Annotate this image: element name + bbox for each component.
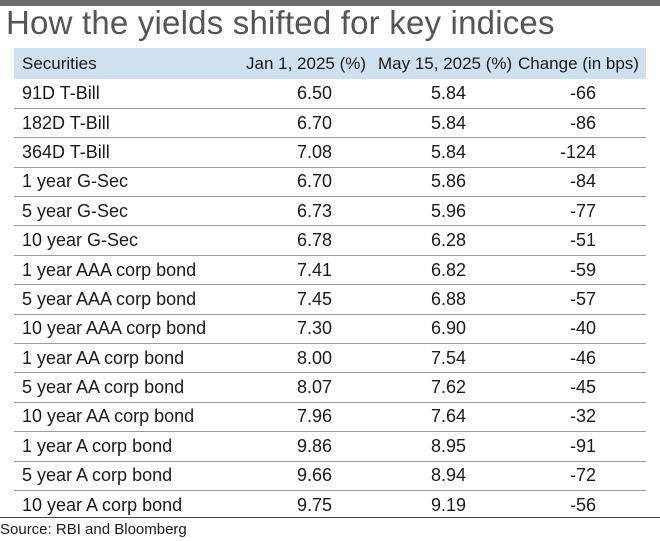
cell-jan-yield: 7.96 [296,406,332,427]
cell-may-yield: 5.96 [430,200,466,221]
table-row: 1 year A corp bond 9.86 8.95 -91 [14,431,646,461]
table-row: 182D T-Bill 6.70 5.84 -86 [14,108,646,137]
cell-change-bps: -124 [559,141,596,162]
table-row: 5 year AA corp bond 8.07 7.62 -45 [14,372,646,402]
cell-change-bps: -32 [569,406,596,427]
cell-security: 1 year AAA corp bond [22,259,197,280]
cell-security: 5 year AAA corp bond [22,288,197,309]
cell-jan-yield: 7.08 [296,141,332,162]
cell-jan-yield: 6.73 [296,200,332,221]
cell-may-yield: 5.84 [430,141,466,162]
cell-may-yield: 6.28 [430,230,466,251]
cell-change-bps: -59 [569,259,596,280]
cell-security: 182D T-Bill [22,112,110,133]
cell-security: 1 year A corp bond [22,435,173,456]
cell-jan-yield: 6.70 [296,112,332,133]
cell-may-yield: 7.64 [430,406,466,427]
cell-change-bps: -45 [569,377,596,398]
cell-may-yield: 6.82 [430,259,466,280]
cell-security: 364D T-Bill [22,141,110,162]
cell-security: 91D T-Bill [22,82,100,103]
cell-change-bps: -51 [569,230,596,251]
page-title: How the yields shifted for key indices [6,4,555,41]
cell-jan-yield: 6.50 [296,82,332,103]
table-row: 364D T-Bill 7.08 5.84 -124 [14,137,646,167]
table-row: 10 year A corp bond 9.75 9.19 -56 [14,490,646,519]
cell-security: 1 year AA corp bond [22,347,185,368]
cell-may-yield: 7.62 [430,377,466,398]
cell-security: 10 year AAA corp bond [22,318,207,339]
table-body: 91D T-Bill 6.50 5.84 -66 182D T-Bill 6.70 5.84… [14,79,646,520]
cell-jan-yield: 8.00 [296,347,332,368]
cell-jan-yield: 6.70 [296,171,332,192]
cell-security: 5 year G-Sec [22,200,129,221]
cell-may-yield: 5.86 [430,171,466,192]
cell-may-yield: 9.19 [430,494,466,515]
cell-change-bps: -46 [569,347,596,368]
column-header-jan: Jan 1, 2025 (%) [246,53,367,73]
table-row: 1 year AA corp bond 8.00 7.54 -46 [14,343,646,373]
table-row: 10 year G-Sec 6.78 6.28 -51 [14,225,646,255]
cell-change-bps: -66 [569,82,596,103]
cell-jan-yield: 9.75 [296,494,332,515]
table-row: 91D T-Bill 6.50 5.84 -66 [14,79,646,108]
cell-may-yield: 8.94 [430,465,466,486]
cell-may-yield: 5.84 [430,82,466,103]
cell-may-yield: 5.84 [430,112,466,133]
cell-change-bps: -72 [569,465,596,486]
cell-may-yield: 7.54 [430,347,466,368]
table-row: 5 year A corp bond 9.66 8.94 -72 [14,461,646,490]
source-note: Source: RBI and Bloomberg [0,521,187,538]
cell-change-bps: -84 [569,171,596,192]
cell-change-bps: -91 [569,435,596,456]
cell-change-bps: -57 [569,288,596,309]
table-row: 1 year AAA corp bond 7.41 6.82 -59 [14,255,646,284]
bottom-divider [0,517,660,518]
column-header-securities: Securities [22,53,97,73]
cell-change-bps: -40 [569,318,596,339]
cell-jan-yield: 9.86 [296,435,332,456]
cell-jan-yield: 6.78 [296,230,332,251]
cell-jan-yield: 8.07 [296,377,332,398]
header-row: Securities Jan 1, 2025 (%) May 15, 2025 … [14,48,646,79]
cell-security: 10 year G-Sec [22,230,139,251]
cell-security: 10 year AA corp bond [22,406,195,427]
cell-security: 5 year A corp bond [22,465,173,486]
cell-change-bps: -86 [569,112,596,133]
cell-security: 10 year A corp bond [22,494,183,515]
yields-table: Securities Jan 1, 2025 (%) May 15, 2025 … [14,48,646,520]
cell-jan-yield: 7.41 [296,259,332,280]
cell-may-yield: 6.88 [430,288,466,309]
table-row: 5 year G-Sec 6.73 5.96 -77 [14,196,646,226]
cell-jan-yield: 7.45 [296,288,332,309]
table-row: 1 year G-Sec 6.70 5.86 -84 [14,167,646,196]
column-header-may: May 15, 2025 (%) [378,53,513,73]
cell-may-yield: 8.95 [430,435,466,456]
table-row: 10 year AAA corp bond 7.30 6.90 -40 [14,314,646,343]
cell-security: 1 year G-Sec [22,171,129,192]
top-accent-bar [0,0,660,6]
cell-may-yield: 6.90 [430,318,466,339]
column-header-change: Change (in bps) [518,53,639,73]
cell-jan-yield: 9.66 [296,465,332,486]
table-row: 10 year AA corp bond 7.96 7.64 -32 [14,402,646,431]
table-container: Securities Jan 1, 2025 (%) May 15, 2025 … [14,48,660,520]
cell-change-bps: -56 [569,494,596,515]
cell-security: 5 year AA corp bond [22,377,185,398]
table-row: 5 year AAA corp bond 7.45 6.88 -57 [14,284,646,314]
cell-jan-yield: 7.30 [296,318,332,339]
cell-change-bps: -77 [569,200,596,221]
